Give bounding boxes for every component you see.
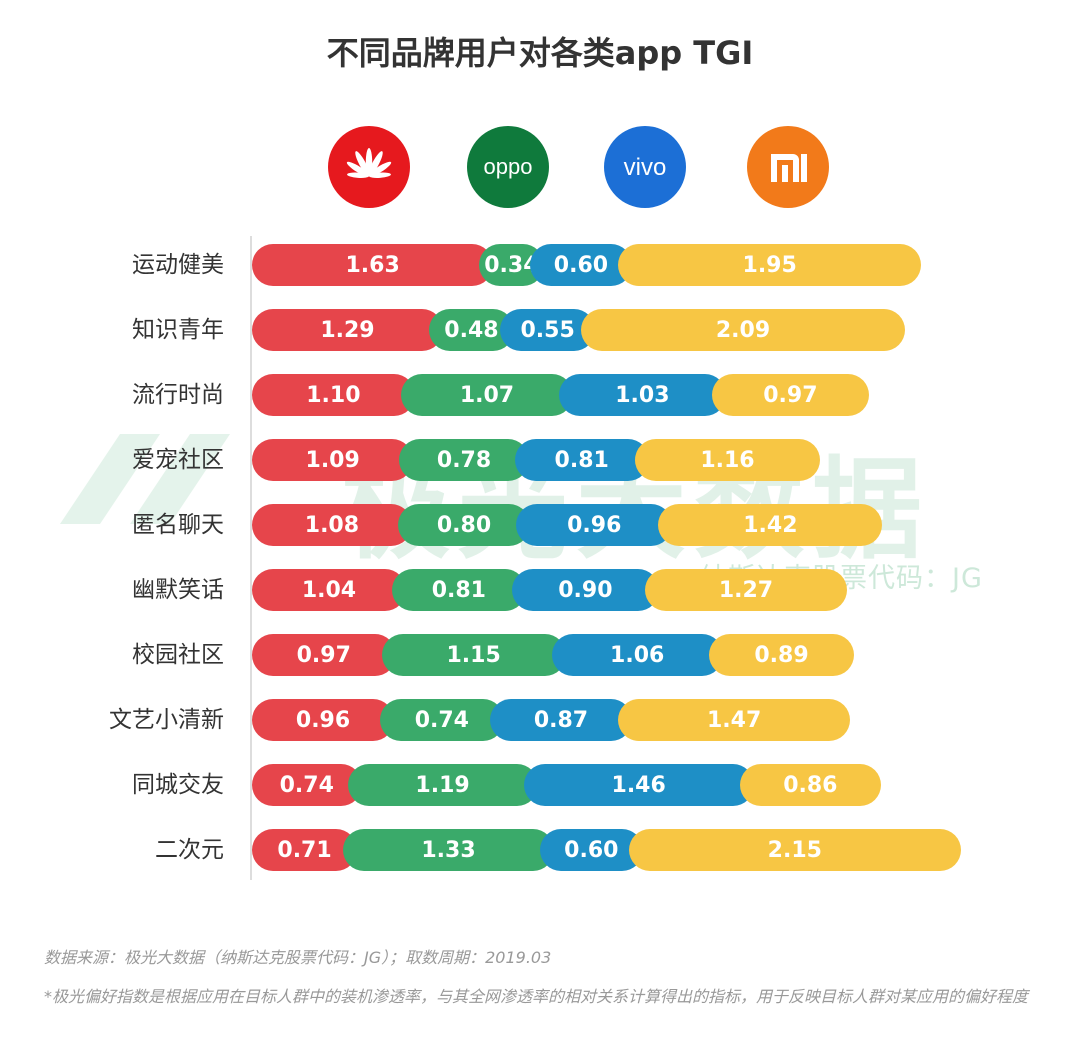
chart-title: 不同品牌用户对各类app TGI [326, 34, 754, 72]
category-label: 二次元 [155, 837, 224, 863]
bar-segment-vivo: 0.55 [499, 309, 596, 351]
huawei-logo-icon [328, 126, 410, 208]
bar-segment-vivo: 0.60 [539, 829, 643, 871]
category-label: 校园社区 [132, 642, 224, 668]
bar-segment-xiaomi: 1.42 [658, 504, 883, 546]
bar-segment-oppo: 0.74 [380, 699, 504, 741]
bar-segment-xiaomi: 0.86 [739, 764, 881, 806]
bar-segment-oppo: 0.78 [399, 439, 529, 481]
xiaomi-logo-icon [747, 126, 829, 208]
bar-segment-vivo: 1.06 [551, 634, 723, 676]
bar-segment-huawei: 0.74 [252, 764, 362, 806]
bar-segment-vivo: 0.87 [489, 699, 633, 741]
bar-segment-xiaomi: 1.95 [618, 244, 921, 286]
bar-segment-huawei: 0.97 [252, 634, 396, 676]
bar-segment-vivo: 0.60 [529, 244, 633, 286]
bar-segment-huawei: 1.08 [252, 504, 412, 546]
bar-segment-xiaomi: 1.16 [634, 439, 821, 481]
bar-segment-oppo: 0.81 [391, 569, 526, 611]
tgi-definition-note: *极光偏好指数是根据应用在目标人群中的装机渗透率，与其全网渗透率的相对关系计算得… [44, 987, 1029, 1006]
bar-segment-vivo: 0.96 [516, 504, 673, 546]
category-label: 爱宠社区 [132, 447, 224, 473]
bar-segment-huawei: 1.04 [252, 569, 406, 611]
bar-segment-xiaomi: 1.27 [645, 569, 847, 611]
bar-segment-huawei: 0.96 [252, 699, 395, 741]
bar-segment-oppo: 1.19 [347, 764, 538, 806]
bar-segment-vivo: 0.90 [511, 569, 659, 611]
oppo-logo-text: oppo [484, 154, 533, 179]
bar-segment-oppo: 0.48 [428, 309, 514, 351]
category-label: 文艺小清新 [109, 707, 224, 733]
category-label: 流行时尚 [132, 382, 224, 408]
bar-segment-xiaomi: 2.15 [628, 829, 961, 871]
vivo-logo-text: vivo [624, 154, 667, 181]
vivo-logo-icon: vivo [604, 126, 686, 208]
bar-segment-vivo: 1.03 [559, 374, 726, 416]
bar-segment-oppo: 1.07 [400, 374, 574, 416]
category-label: 幽默笑话 [132, 577, 224, 603]
bar-segment-xiaomi: 0.97 [711, 374, 870, 416]
bar-segment-oppo: 0.34 [479, 244, 544, 286]
category-label: 匿名聊天 [132, 512, 224, 538]
bar-segment-huawei: 1.09 [252, 439, 414, 481]
bar-segment-huawei: 0.71 [252, 829, 358, 871]
category-label: 同城交友 [132, 772, 224, 798]
bar-segment-xiaomi: 0.89 [708, 634, 855, 676]
bar-segment-huawei: 1.10 [252, 374, 415, 416]
bar-segment-xiaomi: 1.47 [618, 699, 850, 741]
y-axis-line [250, 236, 252, 880]
bar-segment-huawei: 1.29 [252, 309, 443, 351]
bar-segment-vivo: 0.81 [514, 439, 649, 481]
category-label: 运动健美 [132, 252, 224, 278]
category-label: 知识青年 [132, 317, 224, 343]
bar-segment-xiaomi: 2.09 [581, 309, 905, 351]
bar-segment-vivo: 1.46 [523, 764, 754, 806]
bar-segment-oppo: 1.15 [381, 634, 566, 676]
bar-segment-oppo: 0.80 [397, 504, 531, 546]
bar-segment-huawei: 1.63 [252, 244, 494, 286]
bar-segment-oppo: 1.33 [343, 829, 554, 871]
oppo-logo-icon: oppo [467, 126, 549, 208]
data-source-note: 数据来源：极光大数据（纳斯达克股票代码：JG）；取数周期：2019.03 [44, 948, 552, 967]
